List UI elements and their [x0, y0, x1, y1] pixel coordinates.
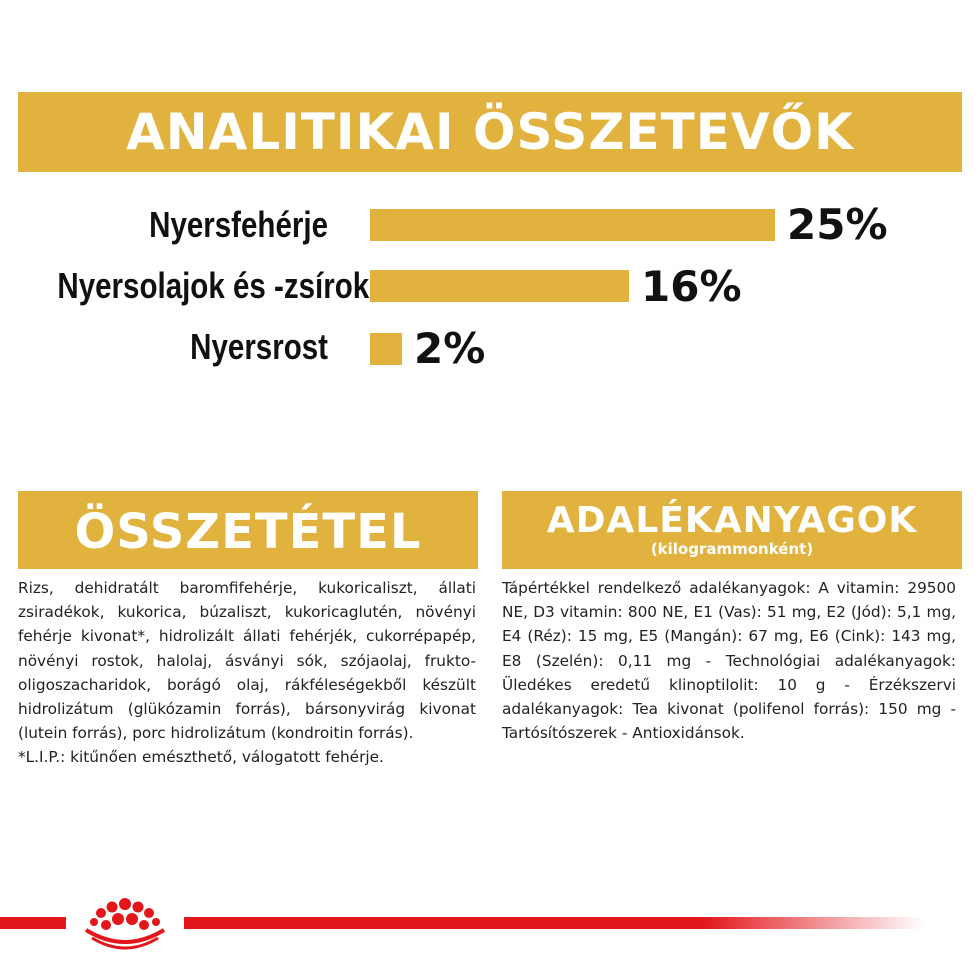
osszetetel-footnote: *L.I.P.: kitűnően emészthető, válogatott… [18, 748, 384, 767]
adalekanyagok-banner: ADALÉKANYAGOK (kilogrammonként) [502, 491, 962, 569]
nutrient-label-fat: Nyersolajok és -zsírok [57, 265, 370, 306]
adalekanyagok-paragraph: Tápértékkel rendelkező adalékanyagok: A … [502, 576, 956, 745]
osszetetel-title: ÖSSZETÉTEL [74, 504, 422, 560]
nutrient-bar-protein [370, 209, 775, 241]
nutrient-value-protein: 25% [787, 200, 888, 249]
osszetetel-banner: ÖSSZETÉTEL [18, 491, 478, 569]
nutrient-value-fiber: 2% [414, 324, 486, 373]
adalekanyagok-title: ADALÉKANYAGOK [546, 500, 918, 541]
nutrient-value-fat: 16% [641, 262, 742, 311]
analitikai-banner: ANALITIKAI ÖSSZETEVŐK [18, 92, 962, 172]
nutrient-bar-fat [370, 270, 629, 302]
footer-line-right [184, 917, 924, 929]
adalekanyagok-text: Tápértékkel rendelkező adalékanyagok: A … [502, 579, 956, 743]
royal-canin-crown-icon [84, 898, 166, 950]
osszetetel-paragraph: Rizs, dehidratált baromfifehérje, kukori… [18, 576, 476, 770]
footer-line-left [0, 917, 66, 929]
osszetetel-text: Rizs, dehidratált baromfifehérje, kukori… [18, 579, 476, 743]
analitikai-title: ANALITIKAI ÖSSZETEVŐK [126, 103, 854, 161]
nutrient-bar-fiber [370, 333, 402, 365]
nutrient-label-protein: Nyersfehérje [149, 204, 328, 245]
adalekanyagok-subtitle: (kilogrammonként) [650, 540, 814, 558]
nutrient-label-fiber: Nyersrost [190, 326, 328, 367]
